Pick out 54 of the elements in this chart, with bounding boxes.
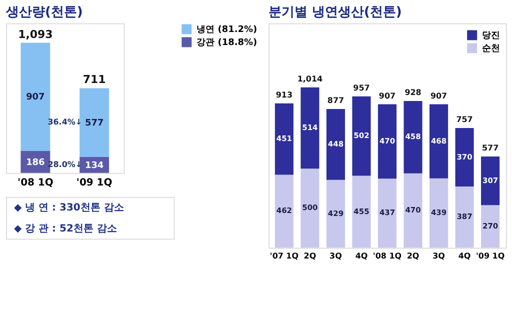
text: ◆ 냉 연 : 330천톤 감소	[14, 202, 124, 214]
total-label: 877	[327, 96, 344, 106]
bar	[378, 104, 397, 179]
data-label: 577	[84, 118, 104, 129]
chart-title: 생산량(천톤)	[4, 5, 83, 20]
bar	[481, 156, 500, 206]
bar	[352, 96, 371, 176]
total-label: 757	[456, 115, 473, 124]
total-label: 928	[404, 88, 422, 97]
bar	[300, 87, 320, 169]
data-label: 186	[26, 158, 45, 168]
bar	[429, 104, 448, 178]
total-label: 907	[430, 91, 448, 100]
total-label: 907	[378, 91, 396, 100]
x-tick-label: 3Q	[330, 251, 342, 260]
x-tick-label: '09 1Q	[476, 251, 505, 260]
x-tick-label: 4Q	[458, 251, 471, 260]
bar	[404, 173, 422, 248]
bar	[326, 109, 345, 180]
x-tick-label: 3Q	[432, 251, 446, 260]
bar	[481, 205, 500, 248]
x-tick-label: '08 1Q	[372, 251, 402, 260]
x-tick-label: 2Q	[304, 251, 316, 260]
x-tick-label: '08 1Q	[18, 177, 54, 188]
bar	[455, 186, 474, 248]
bar	[326, 180, 345, 248]
data-label: 907	[26, 92, 45, 103]
legend-label: 당진	[482, 31, 500, 42]
bar	[352, 176, 371, 248]
total-label: 1,014	[297, 74, 324, 84]
total-label: 957	[353, 83, 370, 92]
bar	[455, 128, 474, 187]
bar	[300, 168, 320, 248]
x-tick-label: '07 1Q	[270, 251, 299, 260]
total-label: 1,093	[18, 28, 53, 41]
bar	[404, 100, 422, 174]
total-label: 913	[276, 90, 293, 100]
chart-title: 분기별 냉연생산(천톤)	[268, 5, 402, 20]
total-label: 711	[82, 73, 106, 86]
bar	[378, 178, 397, 248]
bar	[274, 103, 294, 175]
legend-label: 강관 (18.8%)	[196, 38, 258, 48]
bar	[274, 174, 294, 248]
bar	[429, 178, 448, 248]
x-tick-label: 2Q	[406, 251, 420, 260]
x-tick-label: '09 1Q	[76, 177, 112, 188]
text: ◆ 강 관 : 52천톤 감소	[14, 223, 117, 234]
total-label: 577	[482, 144, 499, 153]
data-label: 134	[84, 160, 104, 171]
legend-label: 순천	[482, 44, 500, 54]
x-tick-label: 4Q	[355, 251, 368, 260]
annotation: 36.4%↓	[48, 118, 82, 127]
bar	[80, 88, 110, 157]
legend-label: 냉연 (81.2%)	[196, 25, 258, 36]
